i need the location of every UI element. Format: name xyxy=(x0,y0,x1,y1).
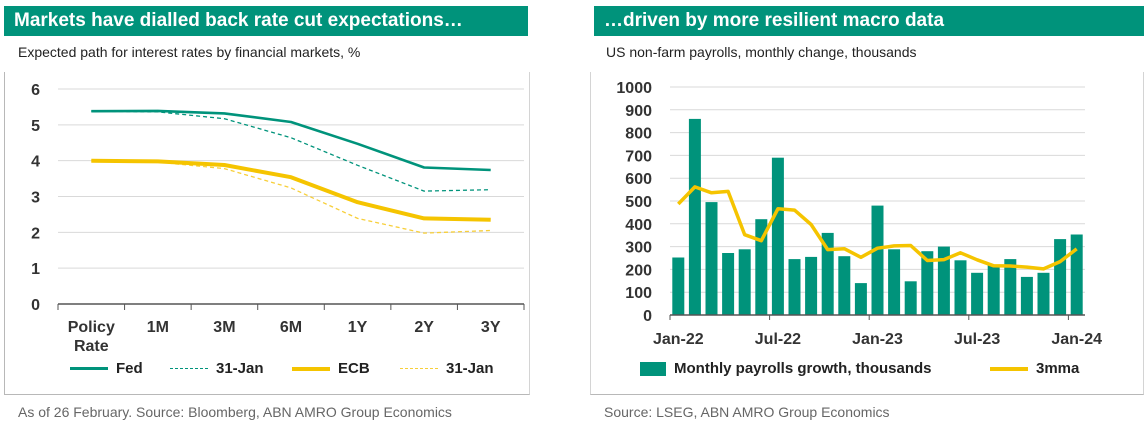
payroll-bar xyxy=(921,251,934,315)
payroll-bar xyxy=(821,232,834,315)
y-tick-label: 600 xyxy=(625,171,652,188)
y-tick-label: 900 xyxy=(625,103,652,120)
payroll-bar xyxy=(805,256,818,315)
payroll-bar xyxy=(937,246,950,315)
legend-item-fed-31jan: 31-Jan xyxy=(170,360,264,377)
left-chart-title: Markets have dialled back rate cut expec… xyxy=(4,6,528,36)
payroll-bar xyxy=(987,264,1000,315)
payroll-bar xyxy=(954,260,967,315)
payroll-bar xyxy=(854,283,867,315)
y-tick-label: 700 xyxy=(625,148,652,165)
legend-label-payrolls: Monthly payrolls growth, thousands xyxy=(674,360,932,377)
y-tick-label: 0 xyxy=(643,308,652,325)
legend-swatch-payrolls xyxy=(640,361,666,376)
x-tick-label: Jan-23 xyxy=(852,331,903,348)
legend-label-fed-31jan: 31-Jan xyxy=(216,360,264,377)
legend-swatch-ecb-31jan xyxy=(400,368,438,369)
payroll-bar xyxy=(904,281,917,315)
payroll-bar xyxy=(722,253,735,315)
series-line-3mma xyxy=(677,185,1078,271)
right-chart-frame xyxy=(590,72,1144,395)
y-tick-label: 1 xyxy=(31,261,40,278)
payroll-bar xyxy=(1004,259,1017,315)
payroll-bar xyxy=(771,157,784,315)
y-tick-label: 800 xyxy=(625,126,652,143)
legend-item-ecb: ECB xyxy=(292,360,370,377)
payroll-bar xyxy=(755,219,768,315)
payroll-bar xyxy=(871,205,884,315)
payroll-bar xyxy=(1020,276,1033,315)
x-tick-label: 1Y xyxy=(348,319,368,336)
y-tick-label: 500 xyxy=(625,194,652,211)
x-tick-label: Jan-22 xyxy=(653,331,704,348)
series-line-solid-teal xyxy=(91,109,491,172)
x-tick-label: 2Y xyxy=(414,319,434,336)
legend-label-fed: Fed xyxy=(116,360,143,377)
payroll-bar xyxy=(1054,239,1067,315)
right-chart-subtitle: US non-farm payrolls, monthly change, th… xyxy=(606,44,917,60)
payroll-bar xyxy=(888,249,901,315)
legend-swatch-ecb xyxy=(292,366,330,371)
left-chart-panel: Markets have dialled back rate cut expec… xyxy=(0,0,572,426)
y-tick-label: 3 xyxy=(31,190,40,207)
x-tick-label: Jul-22 xyxy=(755,331,801,348)
right-source-note: Source: LSEG, ABN AMRO Group Economics xyxy=(604,404,890,420)
left-source-note: As of 26 February. Source: Bloomberg, AB… xyxy=(18,404,452,420)
payroll-bar xyxy=(838,256,851,315)
payrolls-bar-chart: 0 100 200 300 400 500 600 700 800 900 1000 Jan-22 Ju… xyxy=(616,80,1102,348)
x-tick-label: 3M xyxy=(213,319,235,336)
rates-line-chart: 0 1 2 3 4 5 6 Policy Rate 1M 3M 6M 1Y 2Y 3Y xyxy=(31,82,525,355)
payroll-bar xyxy=(688,118,701,316)
x-tick-label: 6M xyxy=(280,319,302,336)
x-tick-label: Policy xyxy=(68,319,115,336)
series-line-solid-yellow xyxy=(91,158,491,222)
right-chart-panel: …driven by more resilient macro data US … xyxy=(590,0,1148,426)
payroll-bar xyxy=(1070,234,1083,315)
legend-label-ecb-31jan: 31-Jan xyxy=(446,360,494,377)
right-chart-title: …driven by more resilient macro data xyxy=(594,6,1144,36)
legend-item-fed: Fed xyxy=(70,360,143,377)
legend-swatch-fed-31jan xyxy=(170,368,208,369)
y-tick-label: 2 xyxy=(31,225,40,242)
legend-swatch-3mma xyxy=(990,366,1028,371)
left-chart-frame xyxy=(4,72,530,395)
payroll-bar xyxy=(971,272,984,315)
y-tick-label: 200 xyxy=(625,262,652,279)
payroll-bar xyxy=(1037,272,1050,315)
legend-label-3mma: 3mma xyxy=(1036,360,1080,377)
payroll-bar xyxy=(788,259,801,315)
legend-swatch-fed xyxy=(70,367,108,370)
y-tick-label: 400 xyxy=(625,217,652,234)
y-tick-label: 1000 xyxy=(616,80,652,97)
y-tick-label: 6 xyxy=(31,82,40,99)
x-tick-label: Rate xyxy=(74,338,109,355)
x-tick-label: Jan-24 xyxy=(1051,331,1102,348)
x-tick-label: 1M xyxy=(147,319,169,336)
x-tick-label: 3Y xyxy=(481,319,501,336)
legend-label-ecb: ECB xyxy=(338,360,370,377)
y-tick-label: 300 xyxy=(625,240,652,257)
y-tick-label: 100 xyxy=(625,285,652,302)
legend-item-ecb-31jan: 31-Jan xyxy=(400,360,494,377)
payroll-bar xyxy=(672,257,685,315)
payroll-bar xyxy=(738,249,751,315)
legend-item-payrolls: Monthly payrolls growth, thousands xyxy=(640,360,932,377)
y-tick-label: 0 xyxy=(31,297,40,314)
y-tick-label: 5 xyxy=(31,118,40,135)
legend-item-3mma: 3mma xyxy=(990,360,1079,377)
x-tick-label: Jul-23 xyxy=(954,331,1000,348)
y-tick-label: 4 xyxy=(31,154,40,171)
left-chart-subtitle: Expected path for interest rates by fina… xyxy=(18,44,361,60)
payroll-bar xyxy=(705,202,718,315)
